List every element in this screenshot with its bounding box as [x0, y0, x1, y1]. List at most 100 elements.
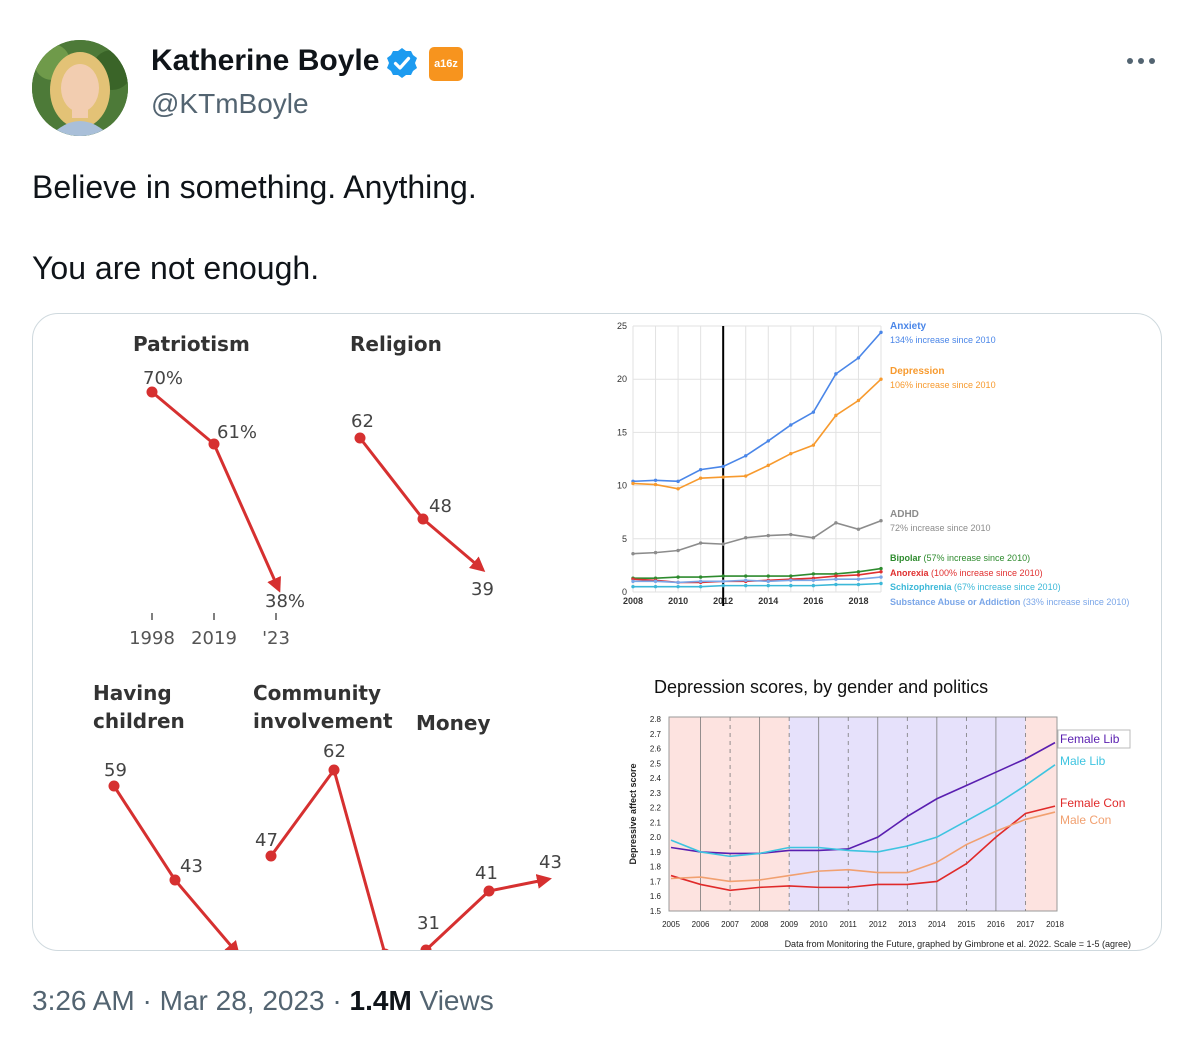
- religion-value-label: 62: [351, 411, 374, 432]
- x-tick-label: 2008: [623, 596, 643, 606]
- community-line: [269, 766, 386, 950]
- series-point: [811, 443, 816, 447]
- series-point: [834, 574, 838, 578]
- series-point: [879, 330, 883, 335]
- series-point: [698, 584, 703, 589]
- series-point: [789, 583, 793, 588]
- tweet-time[interactable]: 3:26 AM: [32, 985, 135, 1016]
- arrow-charts: 70% 61% 38% 62 48 39 59 43 47 62 31 41 43: [104, 368, 562, 950]
- series-line-bipolar: [633, 567, 882, 579]
- series-point: [744, 474, 748, 478]
- x-tick-label: 2015: [957, 920, 975, 929]
- legend-note: (67% increase since 2010): [954, 582, 1061, 592]
- series-point: [653, 482, 658, 487]
- x-tick-label: 2016: [987, 920, 1005, 929]
- series-point: [879, 566, 883, 571]
- community-point: [265, 850, 277, 862]
- series-point: [698, 575, 703, 579]
- community-value-label: 62: [323, 741, 346, 762]
- series-line-anxiety: [632, 331, 882, 483]
- legend-entry: Substance Abuse or Addiction (33% increa…: [890, 597, 1129, 607]
- band-pink: [1025, 717, 1057, 911]
- avatar[interactable]: [32, 40, 128, 136]
- author-name[interactable]: Katherine Boyle: [151, 44, 380, 77]
- series-point: [766, 583, 770, 588]
- series-point: [698, 476, 703, 480]
- series-point: [789, 578, 793, 582]
- legend-note: 134% increase since 2010: [890, 335, 996, 345]
- series-point: [698, 579, 703, 584]
- patriotism-value-label: 70%: [143, 368, 183, 389]
- x-tick-label: 2006: [692, 920, 710, 929]
- y-tick-label: 1.8: [650, 863, 662, 872]
- series-point: [879, 575, 883, 579]
- legend-box: [1057, 729, 1131, 749]
- x-tick-label: 2008: [751, 920, 769, 929]
- money-value-label: 41: [475, 863, 498, 884]
- series-line-female-lib: [670, 741, 1056, 855]
- chart-title-religion: Religion: [350, 332, 442, 356]
- x-tick-label: 2012: [869, 920, 887, 929]
- series-point: [631, 579, 635, 584]
- series-point: [834, 413, 838, 418]
- affiliate-badge[interactable]: a16z: [429, 47, 463, 81]
- plot-frame: [668, 716, 1058, 912]
- series-line-female-con: [670, 805, 1056, 892]
- religion-value-label: 39: [471, 579, 494, 600]
- y-tick-label: 2.6: [650, 745, 662, 754]
- series-point: [698, 541, 703, 545]
- series-point: [834, 582, 838, 587]
- series-point: [879, 519, 883, 523]
- series-point: [721, 579, 725, 584]
- series-point: [834, 577, 838, 581]
- series-point: [879, 377, 883, 381]
- patriotism-line: [151, 390, 281, 593]
- media-canvas: Patriotism Religion Having children Comm…: [93, 321, 1131, 950]
- series-line-male-con: [670, 811, 1056, 883]
- money-point: [483, 885, 495, 897]
- series-point: [744, 583, 748, 588]
- legend-label: Male Con: [1060, 813, 1111, 827]
- tweet-date[interactable]: Mar 28, 2023: [159, 985, 325, 1016]
- having-children-value-label: 59: [104, 760, 127, 781]
- series-point: [744, 536, 748, 540]
- views-label: Views: [411, 985, 494, 1016]
- money-point: [420, 944, 432, 950]
- views-count: 1.4M: [349, 985, 412, 1016]
- author-handle[interactable]: @KTmBoyle: [151, 88, 309, 119]
- verified-check-icon: [386, 47, 418, 79]
- religion-point: [354, 432, 366, 444]
- y-tick-label: 1.7: [650, 877, 662, 886]
- x-tick-label: 2014: [758, 596, 778, 606]
- mental-health-chart: 0510152025200820102012201420162018Anxiet…: [617, 321, 1129, 607]
- series-point: [766, 463, 770, 468]
- series-point: [721, 542, 725, 546]
- series-point: [834, 372, 838, 376]
- y-tick-label: 2.8: [650, 715, 662, 724]
- series-point: [721, 574, 725, 578]
- community-point: [328, 764, 340, 776]
- series-point: [789, 574, 793, 578]
- x-tick-label: 2017: [1017, 920, 1035, 929]
- community-value-label: 47: [255, 830, 278, 851]
- y-axis-label: Depressive affect score: [628, 763, 638, 864]
- legend-name: Schizophrenia: [890, 582, 954, 592]
- series-point: [766, 574, 770, 578]
- legend-note: (100% increase since 2010): [931, 568, 1043, 578]
- y-tick-label: 5: [622, 534, 627, 544]
- community-point: [381, 948, 389, 950]
- y-tick-label: 1.6: [650, 892, 662, 901]
- legend-name: Bipolar: [890, 553, 924, 563]
- series-point: [653, 550, 658, 555]
- y-tick-label: 2.7: [650, 730, 662, 739]
- having-children-point: [169, 874, 181, 886]
- series-point: [856, 577, 861, 581]
- legend-note: 72% increase since 2010: [890, 523, 991, 533]
- series-point: [766, 579, 770, 584]
- y-tick-label: 2.1: [650, 818, 662, 827]
- more-dots-icon[interactable]: [1127, 58, 1161, 72]
- series-point: [811, 536, 816, 540]
- series-line-male-lib: [670, 764, 1056, 858]
- y-tick-label: 2.0: [650, 833, 662, 842]
- tweet-image[interactable]: Patriotism Religion Having children Comm…: [32, 313, 1162, 951]
